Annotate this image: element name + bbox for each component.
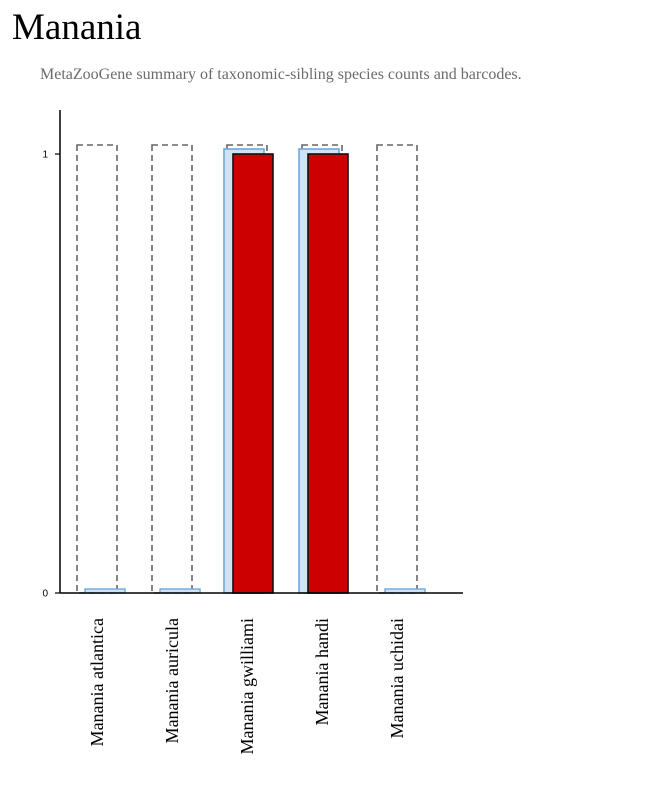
x-tick-label: Manania uchidai — [387, 618, 407, 738]
page-subtitle: MetaZooGene summary of taxonomic-sibling… — [40, 66, 522, 83]
x-tick-label: Manania auricula — [162, 618, 182, 743]
x-tick-label: Manania handi — [312, 618, 332, 725]
y-tick-label: 1 — [42, 150, 48, 161]
x-tick-label: Manania atlantica — [87, 618, 107, 746]
total-bar-outline — [376, 144, 418, 594]
page-title: Manania — [12, 7, 142, 48]
total-bar-outline — [151, 144, 193, 594]
red-bar — [307, 153, 349, 594]
total-bar-outline — [76, 144, 118, 594]
y-tick-label: 0 — [42, 589, 48, 600]
x-tick-label: Manania gwilliami — [237, 618, 257, 754]
red-bar — [232, 153, 274, 594]
